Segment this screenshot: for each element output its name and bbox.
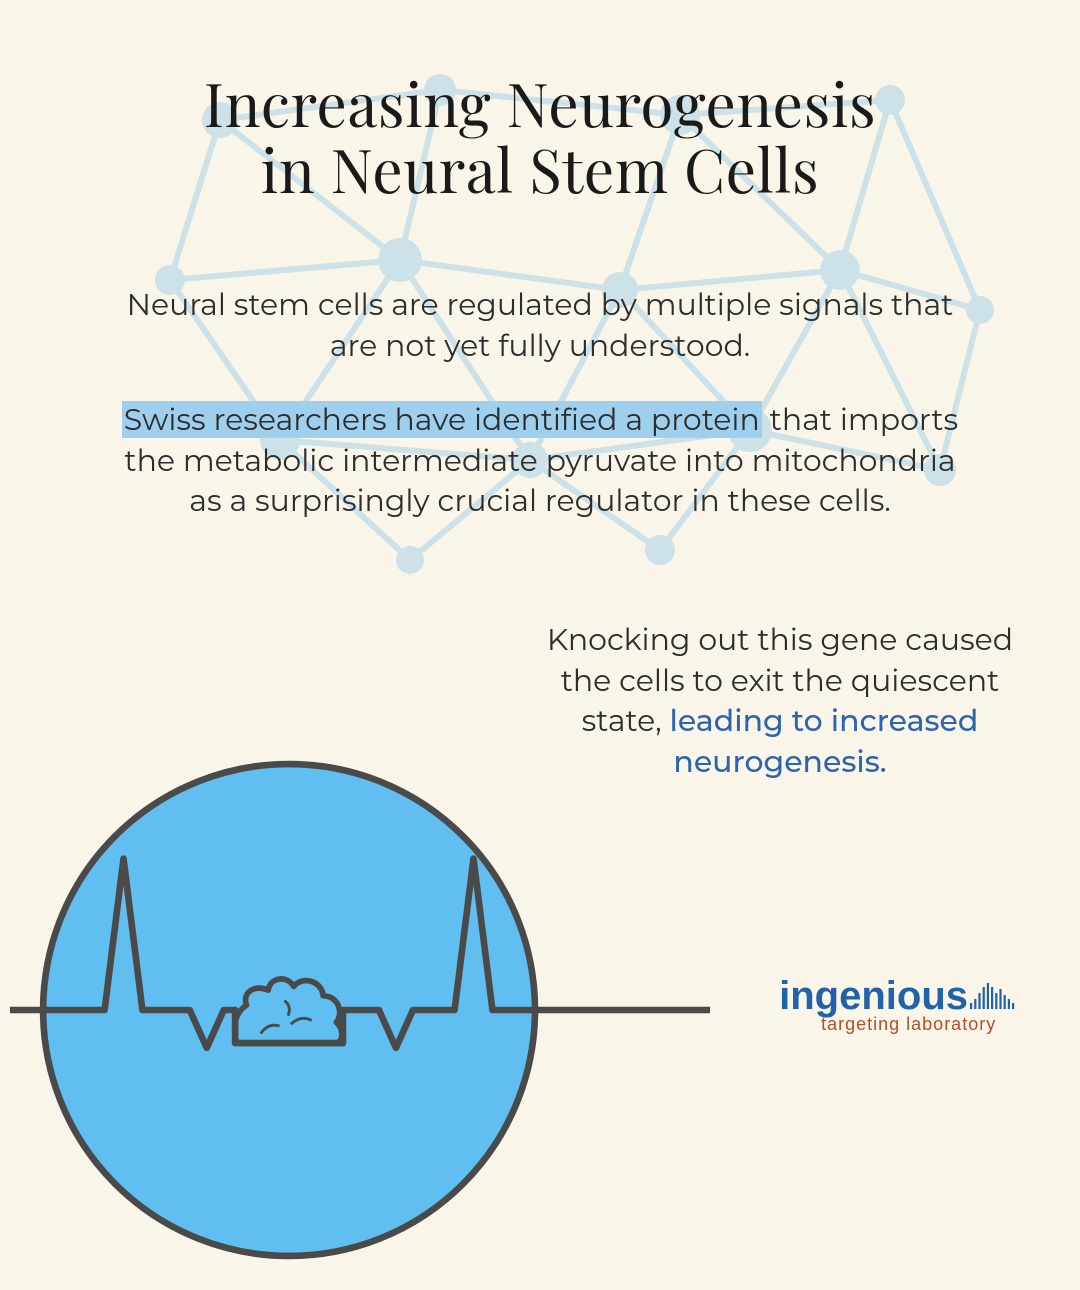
logo-main: ingenious (779, 976, 1020, 1016)
page-title: Increasing Neurogenesis in Neural Stem C… (0, 70, 1080, 202)
highlighted-text: Swiss researchers have identified a prot… (122, 401, 762, 438)
logo: ingenious targeting laboratory (779, 976, 1020, 1035)
paragraph-1: Neural stem cells are regulated by multi… (115, 285, 965, 366)
title-line2: in Neural Stem Cells (261, 129, 820, 209)
logo-text: ingenious (779, 974, 968, 1018)
logo-bars-icon (970, 976, 1020, 1016)
para3-accent: leading to increased neurogenesis. (670, 702, 979, 780)
paragraph-2: Swiss researchers have identified a prot… (115, 400, 965, 522)
brain-heartbeat-illustration (10, 730, 710, 1290)
